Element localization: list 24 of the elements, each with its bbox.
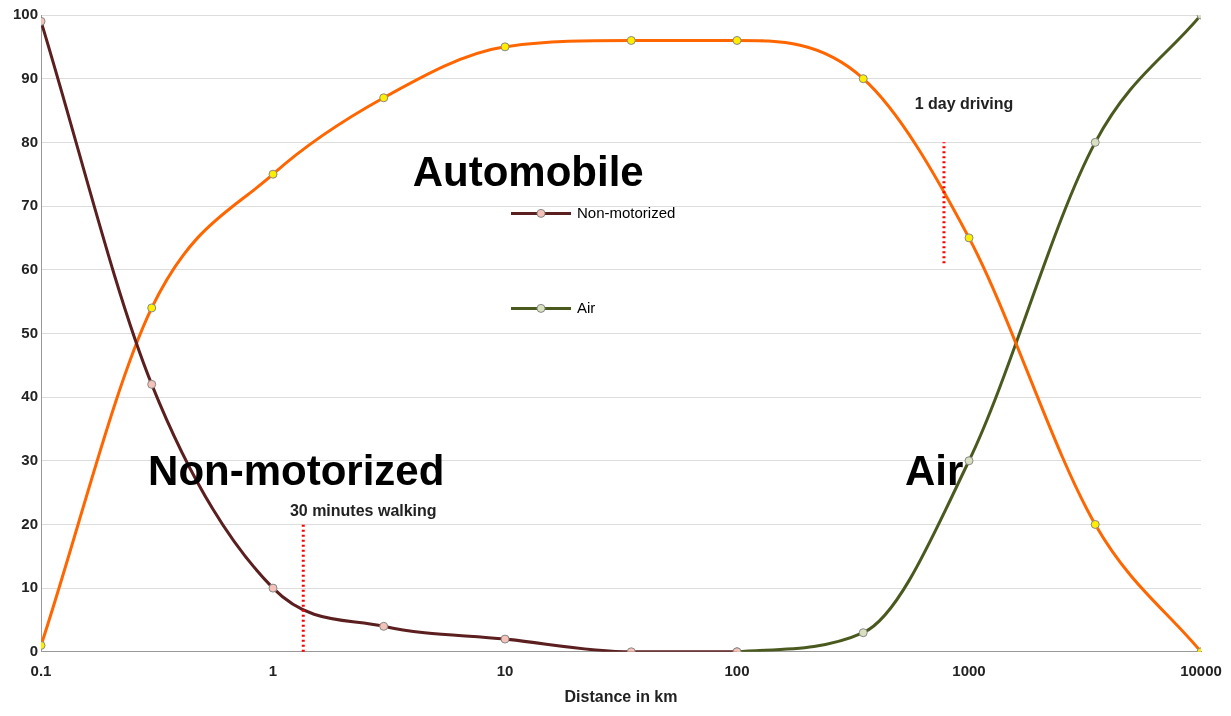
y-tick-label: 0 (29, 641, 39, 659)
y-tick-label: 40 (21, 387, 39, 405)
x-tick-label: 1 (268, 661, 278, 679)
x-tick-label: 10000 (1180, 661, 1222, 679)
legend-label: Non-motorized (577, 203, 676, 221)
legend-label: Air (577, 298, 596, 316)
x-tick-label: 0.1 (30, 661, 52, 679)
x-axis-title: Distance in km (564, 687, 678, 705)
ref-line-label: 30 minutes walking (289, 501, 437, 519)
y-tick-label: 20 (21, 514, 39, 532)
x-tick-label: 10 (496, 661, 514, 679)
y-tick-label: 70 (21, 196, 39, 214)
x-tick-label: 1000 (952, 661, 986, 679)
y-tick-label: 80 (21, 132, 39, 150)
y-tick-label: 30 (21, 450, 39, 468)
y-tick-label: 50 (21, 323, 39, 341)
y-tick-label: 100 (13, 5, 39, 23)
annotation: Automobile (412, 147, 644, 195)
x-tick-label: 100 (724, 661, 750, 679)
annotation: Air (905, 447, 964, 495)
y-tick-label: 60 (21, 259, 39, 277)
y-tick-label: 10 (21, 578, 39, 596)
ref-line-label: 1 day driving (914, 94, 1014, 112)
y-tick-label: 90 (21, 68, 39, 86)
